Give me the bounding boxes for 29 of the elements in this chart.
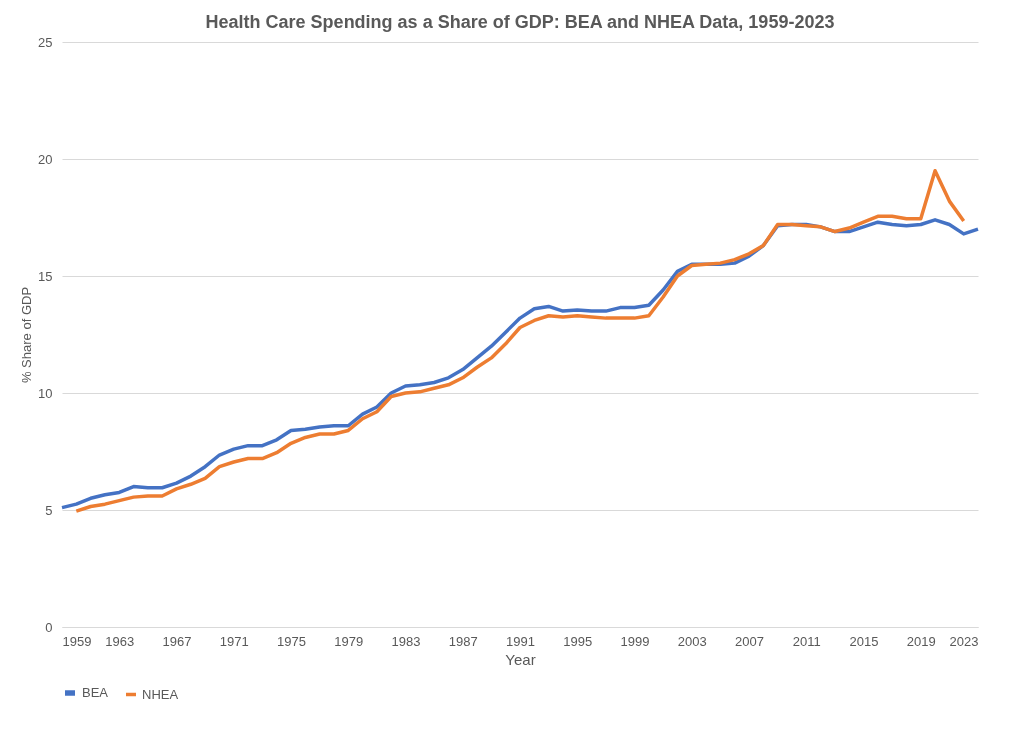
x-tick-label: 2003 bbox=[677, 633, 707, 649]
x-tick-label: 1975 bbox=[277, 633, 306, 649]
x-tick-label: 1971 bbox=[219, 633, 249, 649]
x-tick-label: 1983 bbox=[391, 633, 421, 649]
x-tick-label: 1995 bbox=[563, 633, 593, 649]
legend-label: NHEA bbox=[142, 686, 179, 702]
chart-title: Health Care Spending as a Share of GDP: BEA and NHEA Data, 1959-2023 bbox=[205, 12, 835, 32]
x-tick-label: 2007 bbox=[735, 633, 764, 649]
y-tick-label: 10 bbox=[38, 385, 53, 401]
x-tick-label: 1963 bbox=[105, 633, 135, 649]
y-tick-label: 0 bbox=[45, 619, 53, 635]
x-axis-title: Year bbox=[505, 650, 536, 668]
x-tick-label: 2015 bbox=[849, 633, 879, 649]
x-tick-label: 1959 bbox=[62, 633, 92, 649]
y-axis-title: % Share of GDP bbox=[19, 286, 35, 384]
y-tick-label: 25 bbox=[38, 34, 53, 50]
x-tick-label: 1991 bbox=[506, 633, 535, 649]
x-tick-label: 1979 bbox=[334, 633, 364, 649]
legend-label: BEA bbox=[82, 685, 109, 700]
x-tick-label: 2023 bbox=[949, 633, 979, 649]
x-tick-label: 1987 bbox=[448, 633, 478, 649]
y-tick-label: 15 bbox=[38, 268, 53, 284]
y-tick-label: 20 bbox=[38, 151, 53, 167]
x-tick-label: 1999 bbox=[620, 633, 650, 649]
x-tick-label: 1967 bbox=[162, 633, 192, 649]
x-tick-label: 2019 bbox=[906, 633, 936, 649]
y-tick-label: 5 bbox=[45, 502, 53, 518]
x-tick-label: 2011 bbox=[792, 633, 821, 649]
line-series bbox=[74, 168, 966, 513]
